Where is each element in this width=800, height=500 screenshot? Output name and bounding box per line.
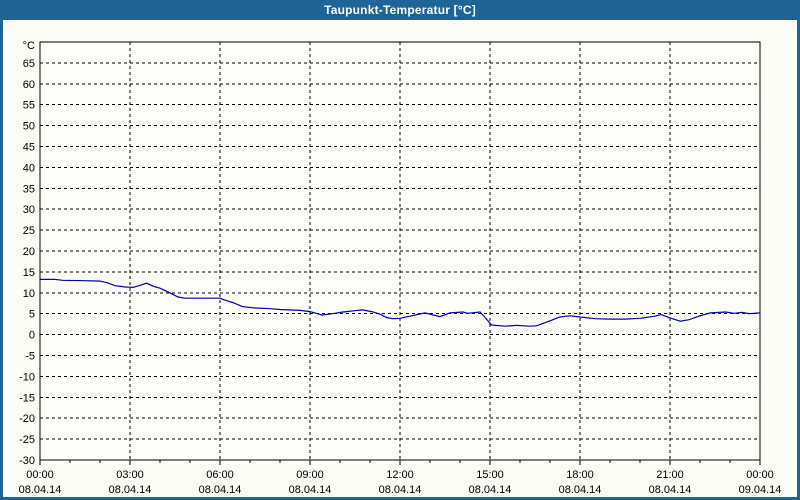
y-tick-label: 40 <box>23 162 35 174</box>
y-tick-label: 25 <box>23 225 35 237</box>
x-tick-date-label: 08.04.14 <box>109 484 152 496</box>
window-title: Taupunkt-Temperatur [°C] <box>324 3 476 17</box>
x-tick-date-label: 08.04.14 <box>19 484 62 496</box>
y-tick-label: 65 <box>23 58 35 70</box>
x-tick-time-label: 06:00 <box>206 469 234 481</box>
temperature-line <box>40 278 761 327</box>
x-tick-date-label: 08.04.14 <box>649 484 692 496</box>
x-tick-time-label: 21:00 <box>656 469 684 481</box>
y-tick-label: -15 <box>19 392 35 404</box>
x-tick-date-label: 08.04.14 <box>379 484 422 496</box>
y-tick-label: 55 <box>23 100 35 112</box>
y-tick-label: -30 <box>19 455 35 467</box>
x-tick-time-label: 00:00 <box>26 469 54 481</box>
y-axis-unit-label: °C <box>23 40 35 52</box>
x-tick-date-label: 08.04.14 <box>559 484 602 496</box>
y-tick-label: 10 <box>23 288 35 300</box>
x-tick-time-label: 03:00 <box>116 469 144 481</box>
x-tick-time-label: 18:00 <box>566 469 594 481</box>
x-tick-date-label: 08.04.14 <box>199 484 242 496</box>
y-tick-label: 5 <box>29 309 35 321</box>
y-tick-label: 60 <box>23 79 35 91</box>
y-tick-label: -25 <box>19 434 35 446</box>
y-tick-label: 35 <box>23 183 35 195</box>
x-tick-time-label: 12:00 <box>386 469 414 481</box>
y-tick-label: -5 <box>25 351 35 363</box>
x-tick-time-label: 15:00 <box>476 469 504 481</box>
x-tick-date-label: 08.04.14 <box>289 484 332 496</box>
y-tick-label: 30 <box>23 204 35 216</box>
x-tick-date-label: 09.04.14 <box>739 484 782 496</box>
x-tick-time-label: 09:00 <box>296 469 324 481</box>
y-tick-label: 20 <box>23 246 35 258</box>
title-bar: Taupunkt-Temperatur [°C] <box>3 0 797 20</box>
y-tick-label: 0 <box>29 330 35 342</box>
x-tick-time-label: 00:00 <box>746 469 774 481</box>
y-tick-label: 50 <box>23 121 35 133</box>
y-tick-label: 45 <box>23 142 35 154</box>
x-tick-date-label: 08.04.14 <box>469 484 512 496</box>
y-tick-label: -20 <box>19 413 35 425</box>
y-tick-label: -10 <box>19 371 35 383</box>
y-tick-label: 15 <box>23 267 35 279</box>
